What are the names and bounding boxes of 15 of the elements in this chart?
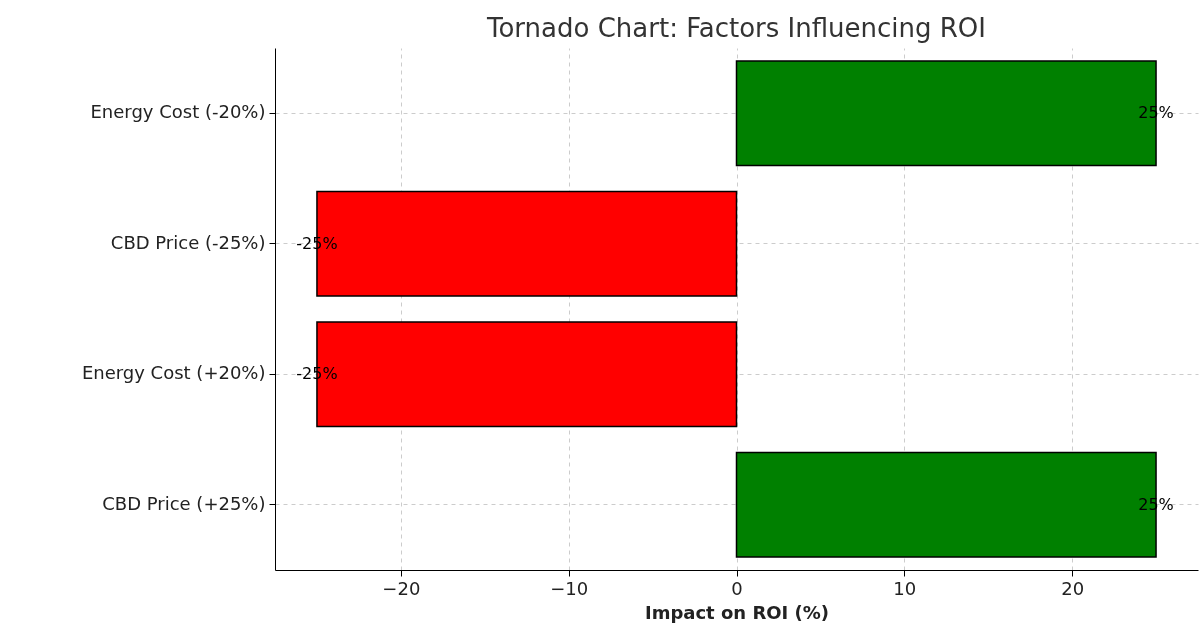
x-tick-label: 10 <box>893 577 917 599</box>
data-label: 25% <box>1138 494 1174 514</box>
x-tick-label: 20 <box>1061 577 1085 599</box>
y-tick-label: Energy Cost (+20%) <box>81 362 266 384</box>
chart-title: Tornado Chart: Factors Influencing ROI <box>485 13 987 43</box>
y-tick-label: CBD Price (-25%) <box>110 231 266 253</box>
x-axis-title: Impact on ROI (%) <box>644 601 830 623</box>
data-label: 25% <box>1138 103 1174 123</box>
x-tick-label: 0 <box>731 577 743 599</box>
data-label: -25% <box>296 233 338 253</box>
data-label: -25% <box>296 364 338 384</box>
y-tick-label: Energy Cost (-20%) <box>90 101 266 123</box>
x-tick-label: −10 <box>550 577 589 599</box>
y-tick-label: CBD Price (+25%) <box>102 492 266 514</box>
x-tick-label: −20 <box>382 577 421 599</box>
